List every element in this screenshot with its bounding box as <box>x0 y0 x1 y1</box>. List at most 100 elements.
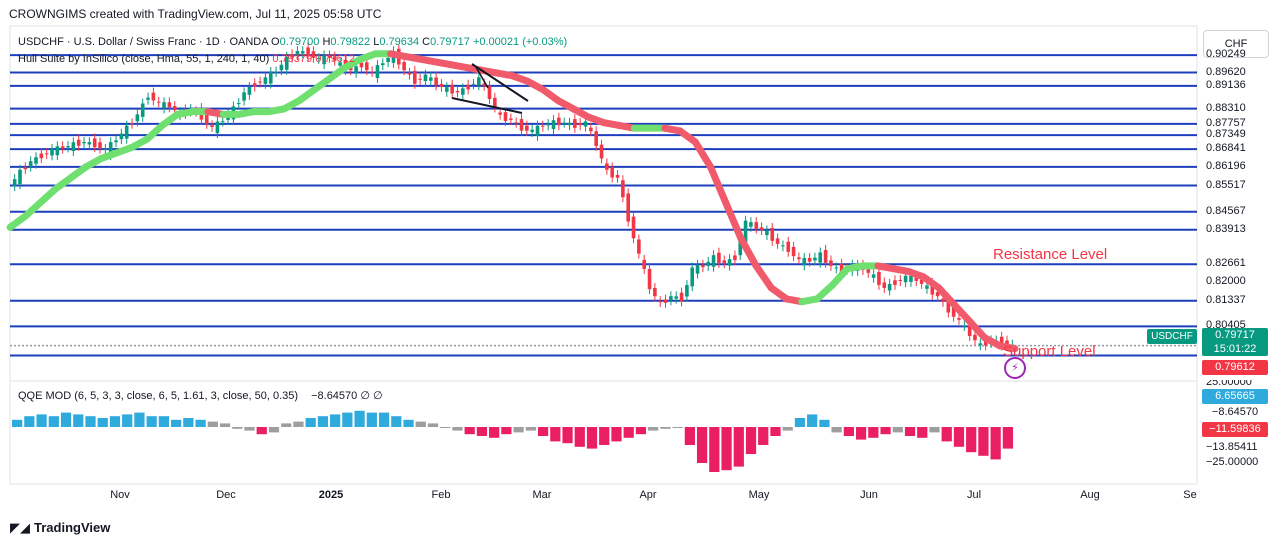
hull-band-segment <box>737 234 760 270</box>
candle-body <box>98 142 102 149</box>
qqe-histogram-bar <box>244 427 255 431</box>
candle-body <box>172 106 177 111</box>
qqe-histogram-bar <box>917 427 928 438</box>
candle-body <box>925 285 929 289</box>
candle-body <box>509 118 513 120</box>
candle-body <box>247 86 252 95</box>
price-axis-tick: 0.82000 <box>1206 275 1246 288</box>
qqe-histogram-bar <box>305 418 316 427</box>
candle-body <box>482 83 486 86</box>
candle-body <box>583 121 588 127</box>
time-axis-tick: Jun <box>860 489 878 501</box>
candle-body <box>743 220 748 243</box>
candle-body <box>781 245 785 247</box>
qqe-histogram-bar <box>256 427 267 435</box>
candle-body <box>599 144 604 159</box>
candle-body <box>754 222 759 229</box>
price-axis-tick: 0.85517 <box>1206 178 1246 191</box>
candle-body <box>236 103 241 105</box>
change-value: +0.00021 (+0.03%) <box>472 36 568 48</box>
qqe-histogram-bar <box>990 427 1001 460</box>
hull-band-segment <box>691 138 714 171</box>
bar-countdown: 15:01:22 <box>1213 343 1257 355</box>
candle-body <box>557 117 561 126</box>
qqe-histogram-bar <box>745 427 757 454</box>
qqe-histogram-bar <box>770 427 781 436</box>
candle-body <box>535 125 540 136</box>
candle-body <box>525 125 529 131</box>
candle-body <box>487 85 492 100</box>
qqe-histogram-bar <box>427 423 439 427</box>
qqe-histogram-bar <box>403 419 414 427</box>
candle-body <box>519 119 524 131</box>
candle-body <box>124 125 129 139</box>
open-label: O <box>271 36 280 48</box>
qqe-histogram-bar <box>660 427 671 429</box>
candle-body <box>130 123 134 125</box>
qqe-tag-b: −8.64570 <box>1202 405 1268 420</box>
candle-body <box>263 77 268 84</box>
qqe-empty-symbol-1: ∅ <box>360 390 370 402</box>
time-axis-tick: 2025 <box>318 489 344 501</box>
price-axis-tick: 0.87757 <box>1206 116 1246 129</box>
candle-body <box>322 55 326 65</box>
candle-body <box>701 264 705 268</box>
candle-body <box>311 51 316 58</box>
qqe-histogram-bar <box>36 414 47 427</box>
qqe-histogram-bar <box>978 427 989 456</box>
candle-body <box>866 268 871 273</box>
candle-body <box>39 153 44 159</box>
qqe-histogram-bar <box>24 416 35 427</box>
candle-body <box>674 296 679 299</box>
candle-body <box>354 66 358 73</box>
qqe-histogram-bar <box>782 427 793 431</box>
candle-body <box>749 222 753 227</box>
candle-body <box>951 307 956 317</box>
qqe-histogram-bar <box>1002 427 1013 449</box>
candle-body <box>679 292 684 302</box>
candle-body <box>882 282 887 288</box>
candle-body <box>332 56 337 61</box>
current-price-value: 0.79717 <box>1215 329 1255 341</box>
qqe-upper-tag-partial: 25.00000 <box>1206 380 1252 386</box>
time-axis-tick: Feb <box>431 489 451 501</box>
qqe-histogram-bar <box>831 427 842 433</box>
candle-body <box>380 63 385 66</box>
qqe-histogram-bar <box>953 427 965 447</box>
candle-body <box>82 141 86 144</box>
hull-price-tag: 0.79612 <box>1202 360 1268 375</box>
candle-body <box>167 102 172 108</box>
tradingview-logo-icon: ◤◢ <box>10 520 30 535</box>
qqe-histogram-bar <box>489 427 500 438</box>
qqe-histogram-bar <box>611 427 622 442</box>
hull-value-2: 0.79612 <box>315 53 355 65</box>
candle-body <box>34 157 38 164</box>
candle-body <box>802 257 807 266</box>
low-label: L <box>373 36 380 48</box>
qqe-histogram-bar <box>317 416 329 427</box>
candle-body <box>338 62 342 66</box>
qqe-tag-c: −11.59836 <box>1202 422 1268 437</box>
candle-body <box>375 65 380 79</box>
candle-body <box>18 169 22 185</box>
price-axis-tick: 0.84567 <box>1206 204 1246 217</box>
qqe-histogram-bar <box>415 421 426 427</box>
time-axis-tick: Nov <box>110 489 130 501</box>
candle-body <box>653 287 657 297</box>
qqe-histogram-bar <box>525 427 536 431</box>
qqe-histogram-bar <box>537 427 549 436</box>
currency-button[interactable]: CHF <box>1203 30 1269 58</box>
hull-band-segment <box>706 163 730 207</box>
lightning-icon[interactable]: ⚡ <box>1004 357 1026 379</box>
ohlc-legend: USDCHF · U.S. Dollar / Swiss Franc · 1D … <box>18 36 567 48</box>
qqe-histogram-bar <box>366 412 377 427</box>
qqe-histogram-bar <box>378 412 390 427</box>
candle-body <box>60 146 65 149</box>
candle-body <box>973 334 977 341</box>
candle-body <box>733 255 737 261</box>
candle-body <box>909 275 913 282</box>
candle-body <box>887 283 892 291</box>
hull-band-segment <box>950 300 973 325</box>
